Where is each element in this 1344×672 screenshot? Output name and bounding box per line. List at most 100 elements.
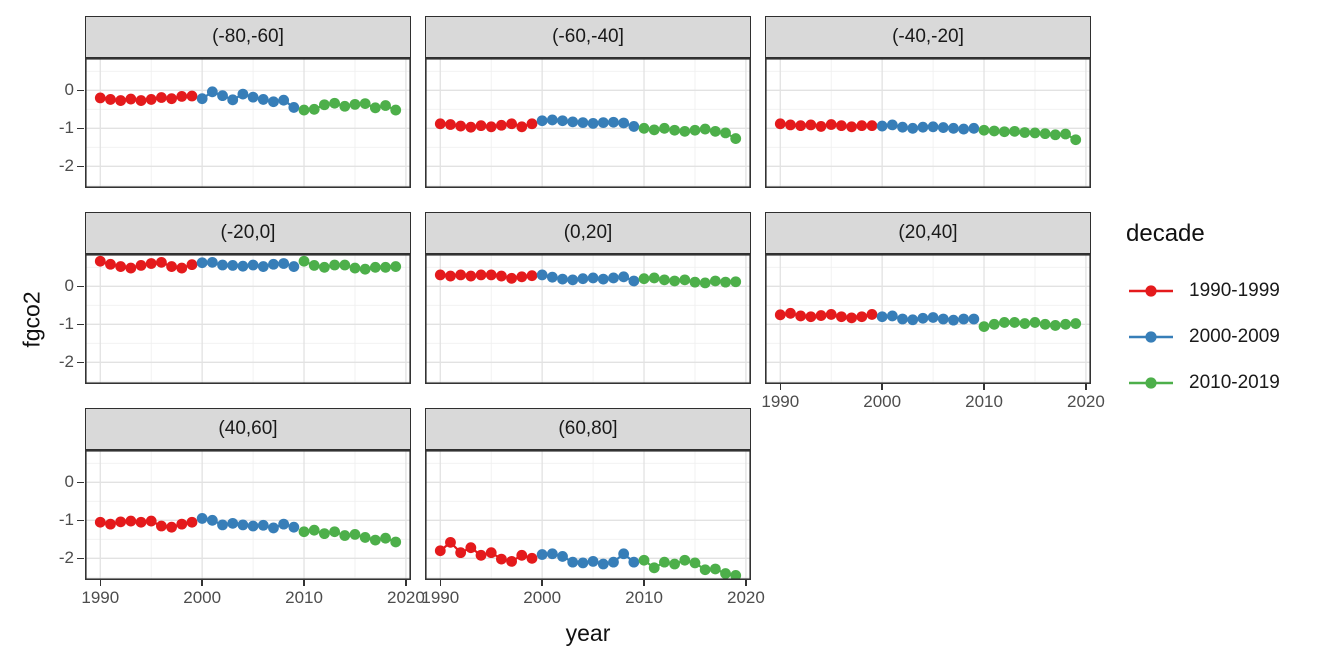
- data-point: [319, 528, 330, 540]
- facet-strip: (-20,0]: [85, 212, 411, 254]
- data-point: [506, 555, 517, 567]
- panel-border: [765, 254, 1091, 384]
- data-point: [308, 524, 320, 536]
- data-point: [774, 118, 786, 130]
- data-point: [125, 262, 137, 274]
- data-point: [257, 261, 269, 272]
- data-point: [866, 309, 878, 320]
- series-2000-2009: [536, 114, 640, 132]
- panel-border: [85, 450, 411, 580]
- data-point: [359, 263, 371, 275]
- legend-entry-label: 2010-2019: [1189, 372, 1280, 393]
- data-point: [135, 260, 147, 271]
- panel-border: [425, 450, 751, 580]
- data-point: [836, 311, 847, 323]
- data-point: [506, 118, 517, 130]
- data-point: [846, 121, 857, 133]
- data-point: [679, 125, 691, 137]
- data-point: [988, 125, 1000, 137]
- data-point: [278, 518, 290, 530]
- data-point: [196, 257, 208, 269]
- x-tick-label: 1990: [761, 392, 800, 411]
- data-point: [496, 270, 507, 282]
- series-2000-2009: [536, 548, 640, 570]
- facet-strip: (40,60]: [85, 408, 411, 450]
- x-tick-label: 2000: [183, 588, 222, 607]
- data-point: [709, 563, 721, 575]
- data-point: [730, 133, 742, 144]
- y-tick-mark: [77, 165, 84, 168]
- legend: decade 1990-1999 2000-2009 2010-2019: [1126, 220, 1341, 406]
- data-point: [669, 558, 680, 570]
- data-point: [475, 120, 487, 132]
- x-tick-label: 2020: [1066, 392, 1105, 411]
- data-point: [567, 274, 579, 286]
- series-2010-2019: [298, 255, 402, 275]
- data-point: [1019, 127, 1031, 138]
- data-point: [795, 120, 807, 132]
- data-point: [597, 117, 609, 129]
- facet-panel: [85, 58, 411, 188]
- data-point: [536, 549, 548, 560]
- legend-key-dot: [1145, 377, 1157, 389]
- facet-panel: [85, 450, 411, 580]
- data-point: [1009, 125, 1020, 137]
- data-point: [526, 270, 538, 282]
- data-point: [166, 261, 177, 272]
- data-point: [380, 261, 391, 273]
- y-tick-mark: [77, 481, 84, 484]
- x-tick-label: 2010: [965, 392, 1003, 411]
- data-point: [105, 94, 116, 105]
- data-point: [876, 120, 888, 132]
- data-point: [536, 269, 548, 281]
- x-tick-mark: [303, 580, 305, 586]
- y-tick-label: -2: [58, 156, 74, 176]
- data-point: [135, 95, 147, 106]
- facet-strip: (-60,-40]: [425, 16, 751, 58]
- data-point: [699, 564, 711, 576]
- data-point: [1039, 318, 1051, 330]
- series-1990-1999: [94, 515, 198, 533]
- series-2000-2009: [196, 256, 300, 272]
- series-1990-1999: [94, 255, 198, 274]
- y-tick-mark: [77, 89, 84, 92]
- x-tick-label: 2000: [863, 392, 902, 411]
- data-point: [577, 557, 589, 569]
- x-tick-mark: [99, 580, 102, 586]
- facet-strip: (60,80]: [425, 408, 751, 450]
- panel-border: [765, 58, 1091, 188]
- data-point: [206, 514, 218, 526]
- y-tick-mark: [77, 323, 84, 326]
- series-2000-2009: [536, 269, 640, 287]
- series-2000-2009: [876, 310, 980, 326]
- facet-panel: [85, 254, 411, 384]
- data-point: [359, 98, 371, 110]
- x-tick-mark: [405, 580, 407, 586]
- data-point: [156, 256, 167, 268]
- data-point: [546, 548, 558, 560]
- data-point: [699, 277, 711, 289]
- data-point: [206, 256, 218, 268]
- legend-title: decade: [1126, 220, 1205, 247]
- data-point: [526, 552, 538, 564]
- facet-strip: (-80,-60]: [85, 16, 411, 58]
- data-point: [496, 553, 507, 565]
- data-point: [689, 276, 701, 288]
- data-point: [176, 262, 188, 274]
- data-point: [999, 317, 1010, 328]
- data-point: [516, 549, 528, 561]
- data-point: [805, 119, 817, 131]
- data-point: [785, 307, 796, 319]
- data-point: [475, 549, 487, 561]
- data-point: [268, 522, 279, 534]
- series-1990-1999: [94, 90, 198, 106]
- series-1990-1999: [434, 269, 538, 284]
- data-point: [587, 555, 599, 567]
- x-tick-mark: [983, 384, 985, 390]
- data-point: [608, 556, 619, 568]
- data-point: [546, 271, 558, 283]
- data-point: [455, 547, 467, 559]
- series-2010-2019: [638, 272, 742, 289]
- data-point: [618, 117, 630, 129]
- data-point: [445, 270, 456, 282]
